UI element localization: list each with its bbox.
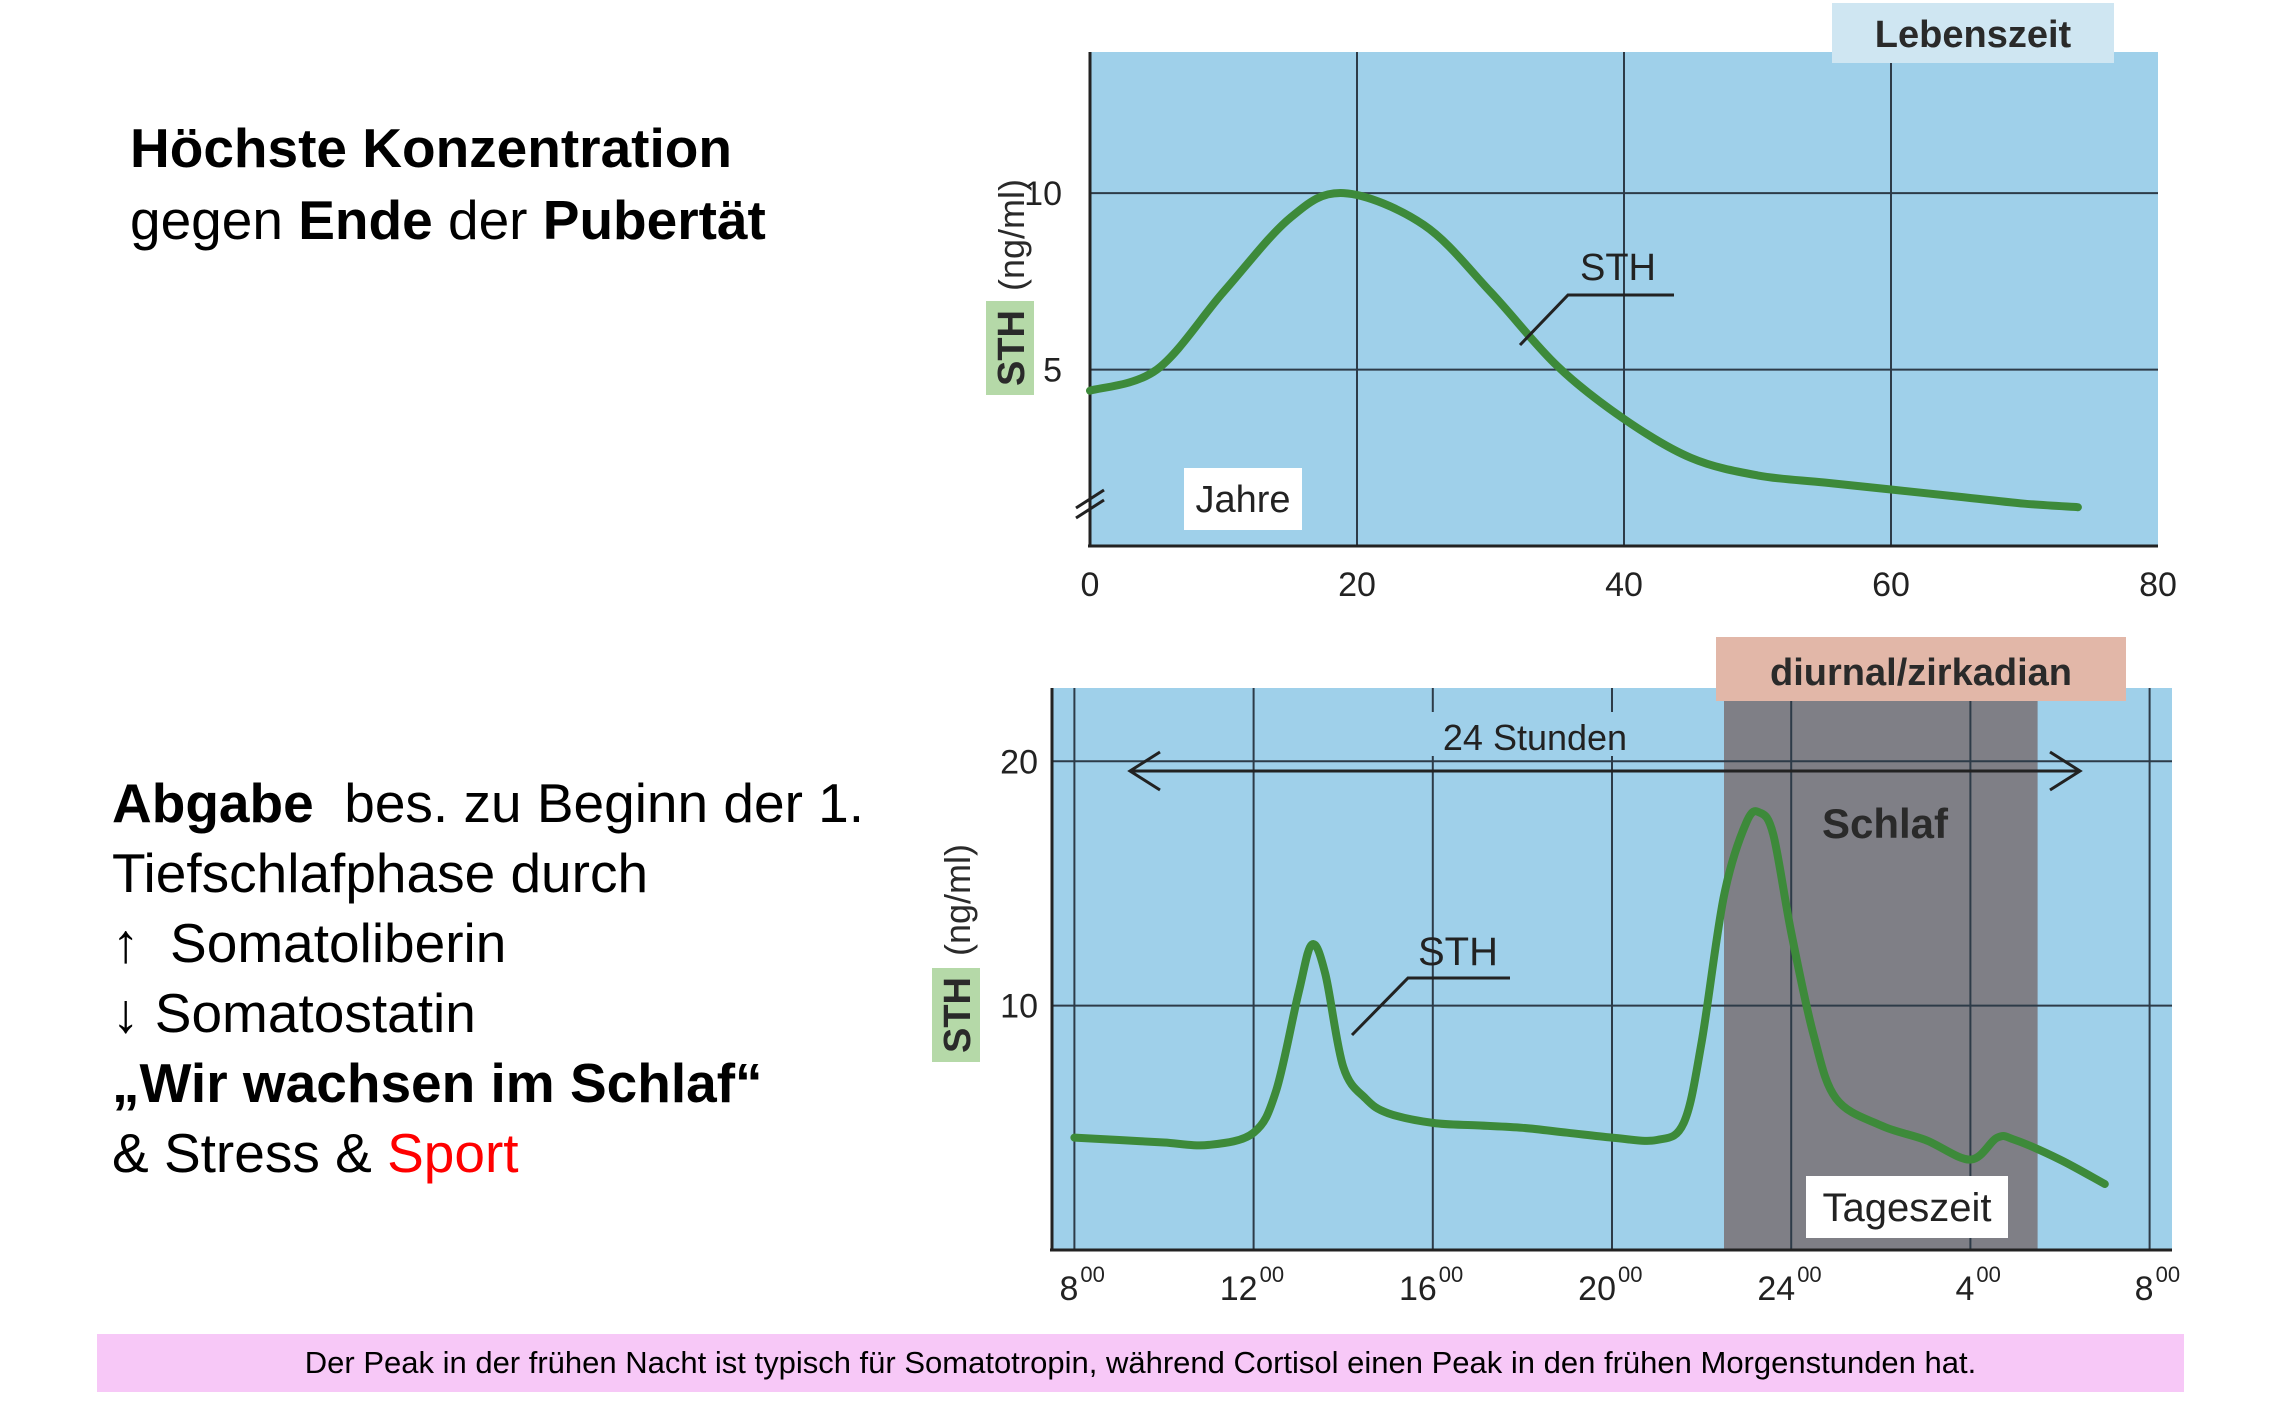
chart2-xtick-label: 24 [1757, 1270, 1795, 1308]
chart2-series-leader [1350, 976, 1510, 1037]
chart1-ticks: 0 20 40 60 80 5 10 [1024, 175, 2177, 604]
bottom-line-1a: Abgabe [112, 772, 314, 834]
bottom-line-1b: bes. zu Beginn der 1. [313, 772, 865, 834]
chart2-shaded-label: Schlaf [1822, 800, 1949, 847]
chart1-xtick-label: 80 [2139, 566, 2177, 604]
chart2-series-label: STH [1418, 930, 1498, 974]
chart2-xtick-label: 8 [2135, 1270, 2154, 1308]
chart1-axis-break-icon [1075, 488, 1105, 520]
chart2-ylabel: STH (ng/ml) [932, 844, 980, 1062]
chart1-xtick-label: 60 [1872, 566, 1910, 604]
chart2-xtick-sup: 00 [1976, 1262, 2000, 1287]
bottom-line-2: Tiefschlafphase durch [112, 842, 649, 904]
footer-note: Der Peak in der frühen Nacht ist typisch… [97, 1334, 2184, 1392]
chart1-xlabel: Jahre [1195, 479, 1290, 521]
sport-word: Sport [387, 1122, 519, 1184]
chart1-xtick-label: 40 [1605, 566, 1643, 604]
chart1-ytick-label: 5 [1043, 352, 1062, 390]
chart-lifetime: Lebenszeit STH (ng/ml) 0 20 40 60 80 5 10 STH … [986, 3, 2177, 604]
chart-diurnal: diurnal/zirkadian STH (ng/ml) 8 00 12 00 16 0… [932, 637, 2180, 1308]
chart1-ylabel-unit: (ng/ml) [991, 179, 1032, 291]
chart2-range-label: 24 Stunden [1443, 717, 1627, 758]
chart2-xtick-sup: 00 [1797, 1262, 1821, 1287]
bottom-line-1: Abgabe bes. zu Beginn der 1. [112, 768, 864, 838]
top-line-2c: der [432, 189, 543, 251]
bottom-line-3: ↑ Somatoliberin [112, 912, 507, 974]
chart2-xtick-label: 20 [1578, 1270, 1616, 1308]
chart2-xtick-label: 4 [1955, 1270, 1974, 1308]
chart1-series-leader [1518, 293, 1674, 347]
chart1-xtick-label: 0 [1081, 566, 1100, 604]
chart2-ytick-label: 10 [1000, 988, 1038, 1026]
chart1-tag: Lebenszeit [1875, 14, 2072, 56]
chart1-ylabel-sth: STH [991, 310, 1033, 386]
bottom-line-5: „Wir wachsen im Schlaf“ [112, 1052, 763, 1114]
chart1-tag-box [1832, 3, 2114, 63]
chart1-ylabel-sth-bg [986, 301, 1034, 395]
chart2-sleep-area [1724, 688, 2038, 1250]
chart2-range-label-bg [1420, 712, 1650, 756]
chart1-xlabel-box [1184, 468, 1302, 530]
chart2-xtick-label: 12 [1220, 1270, 1258, 1308]
top-line-1: Höchste Konzentration [130, 117, 732, 179]
bottom-line-4: ↓ Somatostatin [112, 982, 476, 1044]
chart2-ylabel-sth-bg [932, 968, 980, 1062]
top-line-2b: Ende [298, 189, 433, 251]
chart1-ylabel: STH (ng/ml) [986, 179, 1034, 395]
chart2-xtick-sup: 00 [1439, 1262, 1463, 1287]
chart2-xtick-label: 16 [1399, 1270, 1437, 1308]
chart2-xtick-sup: 00 [2156, 1262, 2180, 1287]
top-line-2: gegen Ende der Pubertät [130, 184, 766, 256]
text-block-bottom: Abgabe bes. zu Beginn der 1. Tiefschlafp… [112, 768, 864, 1188]
chart1-sth-curve [1086, 189, 2082, 512]
text-block-top: Höchste Konzentration gegen Ende der Pub… [130, 112, 766, 256]
top-line-2d: Pubertät [542, 189, 766, 251]
chart2-xtick-sup: 00 [1080, 1262, 1104, 1287]
chart2-tag-box [1716, 637, 2126, 701]
chart1-grid [1090, 52, 2158, 546]
bottom-line-6a: & Stress & [112, 1122, 388, 1184]
chart2-ylabel-sth: STH [937, 977, 979, 1053]
chart1-series-label: STH [1580, 247, 1656, 289]
chart2-ylabel-unit: (ng/ml) [937, 844, 978, 956]
chart2-xtick-sup: 00 [1260, 1262, 1284, 1287]
chart2-sth-curve [1070, 807, 2109, 1188]
chart2-range-arrow [1127, 750, 2083, 792]
chart1-xtick-label: 20 [1338, 566, 1376, 604]
chart2-tag: diurnal/zirkadian [1770, 652, 2072, 694]
bottom-line-6: & Stress & Sport [112, 1118, 864, 1188]
chart1-ytick-label: 10 [1024, 175, 1062, 213]
chart2-ytick-label: 20 [1000, 743, 1038, 781]
top-line-2a: gegen [130, 189, 299, 251]
chart2-xlabel: Tageszeit [1823, 1186, 1992, 1230]
chart2-xtick-sup: 00 [1618, 1262, 1642, 1287]
chart2-xtick-label: 8 [1059, 1270, 1078, 1308]
chart2-xlabel-box [1806, 1176, 2008, 1238]
